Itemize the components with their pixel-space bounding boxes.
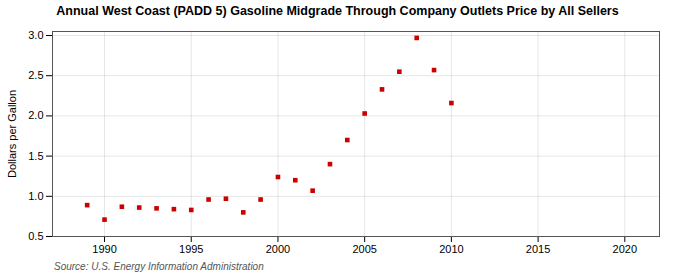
svg-text:0.5: 0.5: [28, 230, 43, 242]
html-text:Source: U.S. Energy Informatio: Source: U.S. Energy Information Administ…: [54, 261, 264, 272]
svg-text:2010: 2010: [439, 243, 463, 255]
svg-text:Dollars per Gallon: Dollars per Gallon: [6, 90, 18, 178]
svg-text:1990: 1990: [92, 243, 116, 255]
svg-text:2000: 2000: [266, 243, 290, 255]
svg-text:2005: 2005: [352, 243, 376, 255]
svg-text:2.0: 2.0: [28, 109, 43, 121]
html-text:Annual West Coast (PADD 5) Gas: Annual West Coast (PADD 5) Gasoline Midg…: [56, 4, 619, 18]
svg-text:1.0: 1.0: [28, 190, 43, 202]
svg-text:2015: 2015: [526, 243, 550, 255]
svg-text:2020: 2020: [613, 243, 637, 255]
svg-text:2.5: 2.5: [28, 69, 43, 81]
svg-text:1.5: 1.5: [28, 150, 43, 162]
svg-text:1995: 1995: [179, 243, 203, 255]
svg-text:3.0: 3.0: [28, 29, 43, 41]
